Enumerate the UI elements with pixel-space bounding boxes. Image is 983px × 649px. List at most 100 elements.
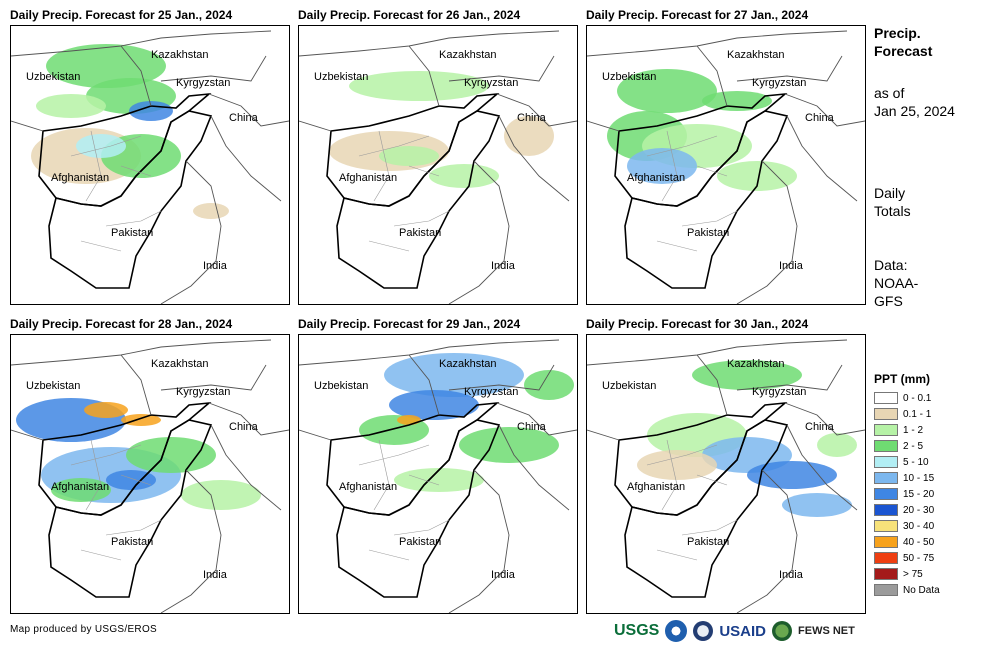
country-boundary — [736, 160, 798, 304]
precip-area — [747, 461, 837, 489]
province-boundary — [368, 549, 410, 561]
legend-label: 0 - 0.1 — [903, 392, 932, 404]
province-boundary — [696, 474, 728, 486]
china-label: China — [517, 112, 547, 124]
precip-area — [429, 164, 499, 188]
province-boundary — [408, 474, 440, 486]
province-boundary — [85, 130, 102, 202]
precip-map: Kazakhstan Uzbekistan Kyrgyzstan China Afgha… — [586, 25, 866, 305]
country-boundary — [299, 339, 560, 366]
precip-area — [181, 480, 261, 510]
country-boundary — [11, 339, 272, 366]
precip-area — [394, 468, 484, 492]
panel-title: Daily Precip. Forecast for 30 Jan., 2024 — [586, 317, 809, 331]
panel-title: Daily Precip. Forecast for 25 Jan., 2024 — [10, 8, 233, 22]
india-label: India — [779, 569, 804, 581]
country-boundary — [786, 424, 858, 511]
province-boundary — [646, 444, 718, 466]
legend-item: 10 - 15 — [874, 470, 940, 486]
precip-area — [389, 390, 479, 420]
noaa-logo-icon — [665, 620, 688, 642]
precip-legend: PPT (mm) 0 - 0.1 0.1 - 1 1 - 2 2 - 5 5 - 10 1… — [874, 372, 940, 598]
province-boundary — [393, 210, 450, 227]
country-boundary — [786, 115, 858, 202]
country-boundary — [498, 424, 570, 511]
legend-item: 20 - 30 — [874, 502, 940, 518]
precip-area — [379, 146, 439, 166]
precip-area — [36, 94, 106, 118]
country-boundary — [11, 30, 272, 57]
map-svg: Kazakhstan Uzbekistan Kyrgyzstan China Afgha… — [11, 339, 289, 613]
province-boundary — [70, 135, 142, 157]
country-boundary — [496, 402, 577, 436]
legend-swatch — [874, 424, 898, 436]
uzbekistan-label: Uzbekistan — [602, 380, 656, 392]
panel-title: Daily Precip. Forecast for 28 Jan., 2024 — [10, 317, 233, 331]
china-label: China — [517, 421, 547, 433]
dhs-logo-icon — [693, 621, 714, 641]
data-line2: NOAA- — [874, 275, 919, 291]
uzbekistan-label: Uzbekistan — [314, 380, 368, 392]
kyrgyzstan-label: Kyrgyzstan — [752, 386, 806, 398]
legend-swatch — [874, 472, 898, 484]
country-boundary — [299, 429, 332, 441]
province-boundary — [358, 444, 430, 466]
side-title-line1: Precip. — [874, 25, 921, 41]
province-boundary — [656, 549, 698, 561]
country-boundary — [448, 160, 510, 304]
panel-title: Daily Precip. Forecast for 27 Jan., 2024 — [586, 8, 809, 22]
country-boundary — [210, 115, 282, 202]
province-boundary — [105, 210, 162, 227]
as-of-line1: as of — [874, 85, 905, 101]
china-label: China — [805, 112, 835, 124]
legend-item: 0 - 0.1 — [874, 390, 940, 406]
map-svg: Kazakhstan Uzbekistan Kyrgyzstan China Afgha… — [11, 30, 289, 304]
uzbekistan-label: Uzbekistan — [314, 71, 368, 83]
legend-swatch — [874, 584, 898, 596]
legend-label: 1 - 2 — [903, 424, 924, 436]
country-boundary — [408, 354, 440, 416]
country-boundary — [208, 93, 289, 127]
legend-item: 30 - 40 — [874, 518, 940, 534]
legend-label: 10 - 15 — [903, 472, 935, 484]
precip-area — [84, 402, 128, 418]
india-label: India — [491, 260, 516, 272]
data-source-note: Data: NOAA- GFS — [874, 256, 918, 310]
precip-map: Kazakhstan Uzbekistan Kyrgyzstan China Afgha… — [10, 25, 290, 305]
province-boundary — [681, 210, 738, 227]
country-boundary — [448, 364, 555, 391]
province-boundary — [646, 135, 718, 157]
province-boundary — [120, 474, 152, 486]
province-boundary — [661, 130, 678, 202]
country-boundary — [587, 339, 848, 366]
uzbekistan-label: Uzbekistan — [26, 380, 80, 392]
side-title-line2: Forecast — [874, 43, 933, 59]
side-title: Precip. Forecast — [874, 24, 932, 60]
legend-item: 40 - 50 — [874, 534, 940, 550]
country-boundary — [160, 364, 267, 391]
province-boundary — [105, 519, 162, 536]
country-boundary — [736, 55, 843, 82]
map-credit: Map produced by USGS/EROS — [10, 624, 158, 635]
legend-label: 2 - 5 — [903, 440, 924, 452]
afghanistan-label: Afghanistan — [627, 172, 685, 184]
legend-item: 15 - 20 — [874, 486, 940, 502]
as-of-date: as of Jan 25, 2024 — [874, 84, 955, 120]
legend-title: PPT (mm) — [874, 372, 931, 386]
fews-net-logo: FEWS NET — [798, 625, 855, 637]
map-svg: Kazakhstan Uzbekistan Kyrgyzstan China Afgha… — [587, 30, 865, 304]
province-boundary — [373, 439, 390, 511]
legend-item: 50 - 75 — [874, 550, 940, 566]
country-boundary — [299, 120, 332, 132]
panel-title: Daily Precip. Forecast for 26 Jan., 2024 — [298, 8, 521, 22]
kyrgyzstan-label: Kyrgyzstan — [464, 386, 518, 398]
usgs-logo: USGS — [614, 622, 660, 639]
precip-area — [126, 437, 216, 473]
province-boundary — [80, 240, 122, 252]
legend-rows: 0 - 0.1 0.1 - 1 1 - 2 2 - 5 5 - 10 10 - 15 15 … — [874, 390, 940, 598]
legend-label: 40 - 50 — [903, 536, 935, 548]
precip-area — [627, 148, 697, 184]
kazakhstan-label: Kazakhstan — [727, 358, 784, 370]
country-boundary — [736, 364, 843, 391]
legend-label: 15 - 20 — [903, 488, 935, 500]
